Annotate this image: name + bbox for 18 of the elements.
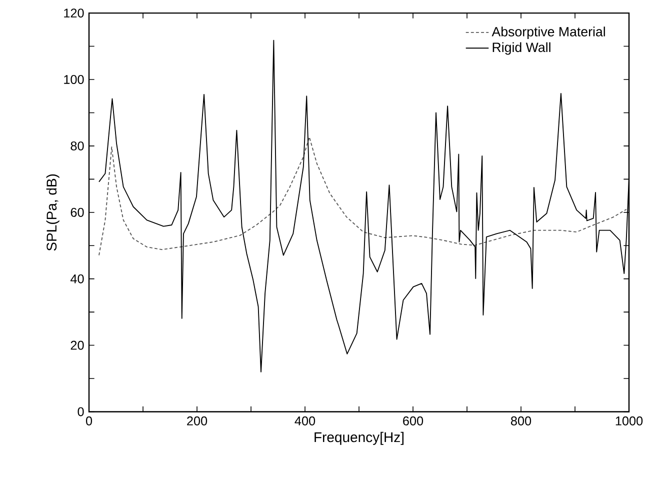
- legend-label: Rigid Wall: [492, 42, 550, 55]
- x-tick-label: 1000: [616, 416, 643, 426]
- x-tick-label: 0: [86, 416, 92, 426]
- y-tick-label: 100: [64, 75, 84, 84]
- x-tick-label: 600: [403, 416, 424, 426]
- y-tick-label: 80: [70, 141, 84, 150]
- legend-label: Absorptive Material: [492, 26, 605, 40]
- y-axis-title: SPL(Pa, dB): [46, 174, 60, 251]
- y-tick-label: 20: [70, 340, 84, 350]
- y-tick-label: 40: [70, 274, 84, 284]
- y-tick-label: 0: [78, 407, 84, 416]
- x-tick-label: 400: [294, 416, 316, 426]
- x-tick-label: 800: [510, 416, 532, 426]
- line-series: [98, 136, 627, 256]
- x-tick-label: 200: [187, 416, 208, 426]
- y-tick-label: 60: [70, 208, 84, 217]
- x-axis-title: Frequency[Hz]: [314, 432, 404, 445]
- y-tick-label: 120: [64, 8, 84, 18]
